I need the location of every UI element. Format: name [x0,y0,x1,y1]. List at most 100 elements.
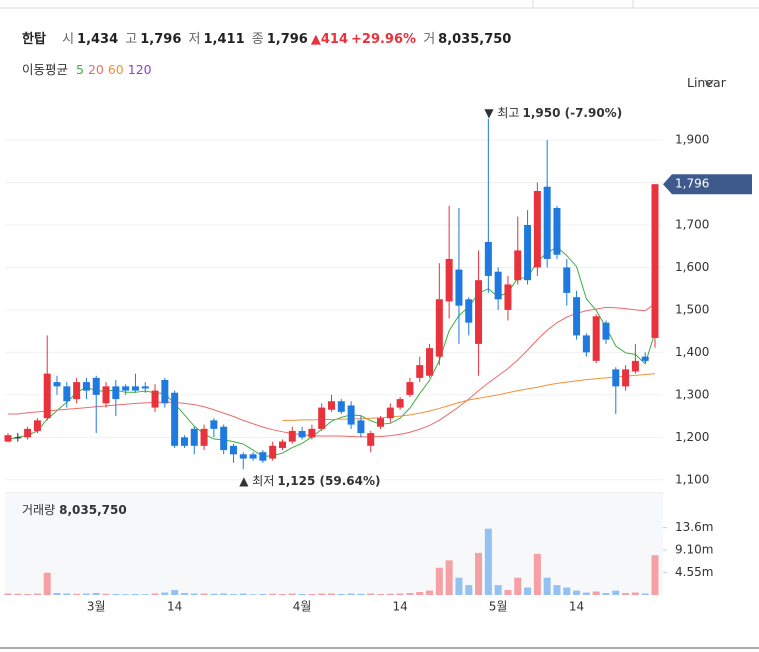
candle-body [24,428,32,438]
volume-bar [641,593,649,595]
volume-bar [318,593,326,595]
volume-bar [4,593,12,595]
candle-body [533,190,541,268]
candle-body [426,348,434,376]
candle-body [465,299,473,323]
x-tick-label: 3월 [87,600,106,614]
candle-body [112,386,120,400]
candle-body [337,401,345,412]
ma-legend-item: 5 [76,62,84,77]
volume-tick-label: 9.10m [675,542,713,556]
volume-bar [455,577,463,595]
volume-bar [180,593,188,595]
volume-bar [651,555,659,595]
candle-body [514,250,522,281]
volume-bar [92,593,100,595]
price-annotation: ▲ 최저 1,125 (59.64%) [239,474,380,488]
volume-bar [426,590,434,595]
candle-body [543,186,551,259]
volume-bar [249,594,257,595]
high: 1,796 [140,32,182,47]
candle-body [180,437,188,446]
ma-legend-item: 20 [87,62,104,77]
candle-body [622,369,630,387]
candle-body [288,430,296,442]
y-tick-label: 1,900 [675,133,709,147]
candle-body [82,382,90,391]
y-tick-label: 1,700 [675,217,709,231]
volume-bar [288,593,296,595]
volume-bar [122,594,130,595]
volume-bar [533,553,541,595]
volume-bar [573,590,581,595]
volume-bar [43,572,51,595]
volume-bar [328,593,335,595]
candle-body [318,407,326,429]
candle-body [445,258,453,302]
volume-bar [592,591,600,595]
volume-bar [200,593,208,595]
candle-body [210,420,218,429]
volume-bar [553,585,561,595]
x-tick-label: 14 [569,600,584,614]
volume-bar [396,593,404,595]
candle-body [53,382,61,387]
volume-bar [210,593,218,595]
high-label: 고 [125,32,138,47]
volume-bar [229,594,237,595]
candle-body [229,445,237,455]
volume-bar [171,590,179,595]
y-tick-label: 1,300 [675,387,709,401]
annotation-label: ▲ 최저 [239,474,274,488]
candle-body [328,401,335,410]
candle-body [220,426,228,451]
volume-bar [151,593,159,595]
ma-legend-title: 이동평균 [22,62,69,77]
volume-bar [406,593,414,595]
candle-body [102,386,110,404]
x-tick-label: 5월 [489,600,508,614]
scale-mode[interactable]: Linear [687,75,726,90]
candle-body [367,433,375,446]
candle-body [573,297,581,336]
volume-bar [622,593,630,595]
change: ▲414 [310,32,348,47]
volume-label: 거 [423,32,436,47]
y-tick-label: 1,100 [675,472,709,486]
candle-body [4,435,12,442]
candle-body [592,316,600,361]
candle-body [200,428,208,446]
ma-line [282,373,656,421]
volume-bar [524,587,532,595]
annotation-value: 1,950 (-7.90%) [522,105,622,119]
dropdown-arrow[interactable] [704,79,714,87]
volume-bar [190,593,198,595]
volume-tick-label: 4.55m [675,565,713,579]
close: 1,796 [266,32,308,47]
volume-bar [602,593,610,595]
candle-body [43,373,51,419]
candle-body [73,382,81,400]
y-tick-label: 1,200 [675,430,709,444]
candle-body [141,386,149,389]
candle-body [249,454,257,459]
ma-legend: 이동평균 5 20 60 120 [22,59,156,78]
candle-body [151,390,159,408]
volume-bar [367,593,375,595]
candle-body [171,392,179,446]
candle-body [602,322,610,340]
volume-tick-label: 13.6m [675,520,713,534]
volume-bar [112,594,120,595]
candle-body [416,365,424,378]
candle-body [33,420,41,431]
candle-body [455,269,463,306]
open: 1,434 [77,32,119,47]
volume-bar [377,594,385,595]
volume-bar [259,594,267,595]
volume-bar [465,585,473,595]
change-pct: +29.96% [351,32,417,47]
last-price-tag [663,174,752,195]
volume-bar [475,552,483,595]
candle-body [504,284,512,310]
